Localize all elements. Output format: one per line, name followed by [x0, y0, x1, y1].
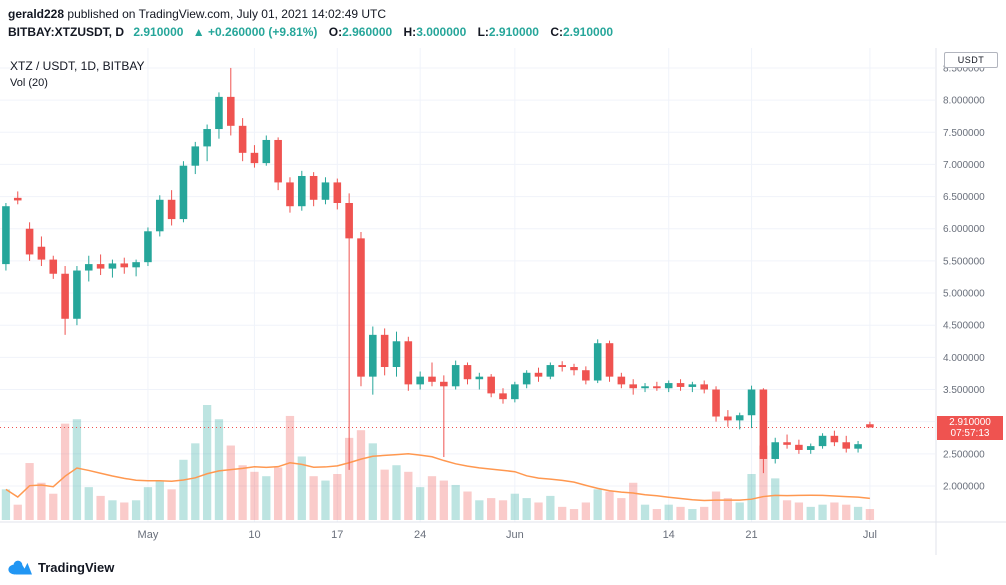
open-label: O: — [328, 25, 343, 39]
svg-text:5.500000: 5.500000 — [943, 256, 985, 267]
svg-text:Jun: Jun — [506, 529, 524, 541]
currency-badge: USDT — [944, 52, 998, 68]
time-axis-labels: May 10 17 24 Jun 14 21 Jul — [138, 529, 877, 541]
svg-text:3.500000: 3.500000 — [943, 385, 985, 396]
price-change: +0.260000 (+9.81%) — [208, 25, 318, 39]
publish-header: gerald228 published on TradingView.com, … — [0, 0, 1006, 39]
svg-text:2.000000: 2.000000 — [943, 481, 985, 492]
author-name: gerald228 — [8, 7, 65, 21]
current-price-badge: 2.910000 07:57:13 — [937, 416, 1003, 441]
up-arrow-icon: ▲ — [192, 25, 205, 39]
publish-line: gerald228 published on TradingView.com, … — [0, 0, 1006, 21]
volume-ma-line — [5, 452, 870, 502]
high-label: H: — [403, 25, 417, 39]
svg-text:2.500000: 2.500000 — [943, 449, 985, 460]
svg-text:6.500000: 6.500000 — [943, 192, 985, 203]
volume-indicator-label[interactable]: Vol (20) — [10, 77, 48, 89]
svg-text:17: 17 — [331, 529, 343, 541]
open-value: 2.960000 — [342, 25, 393, 39]
axis-lines — [0, 48, 1006, 555]
svg-text:May: May — [138, 529, 159, 541]
high-value: 3.000000 — [416, 25, 467, 39]
candle-countdown: 07:57:13 — [950, 428, 990, 440]
svg-text:14: 14 — [663, 529, 675, 541]
svg-text:24: 24 — [414, 529, 426, 541]
svg-text:Jul: Jul — [863, 529, 877, 541]
publish-info: published on TradingView.com, July 01, 2… — [67, 7, 387, 21]
low-value: 2.910000 — [488, 25, 539, 39]
tradingview-brand[interactable]: TradingView — [38, 559, 115, 575]
grid-lines — [0, 48, 935, 522]
svg-text:4.500000: 4.500000 — [943, 321, 985, 332]
svg-text:21: 21 — [745, 529, 757, 541]
price-chart-canvas[interactable]: 2.0000002.5000003.0000003.5000004.000000… — [0, 48, 1006, 555]
chart-legend-title[interactable]: XTZ / USDT, 1D, BITBAY — [10, 59, 145, 73]
footer: TradingView — [8, 553, 114, 581]
tradingview-logo-icon[interactable] — [8, 559, 32, 575]
svg-text:6.000000: 6.000000 — [943, 224, 985, 235]
close-label: C: — [550, 25, 563, 39]
svg-text:10: 10 — [248, 529, 260, 541]
chart-legend: XTZ / USDT, 1D, BITBAY Vol (20) — [10, 58, 144, 92]
svg-text:5.000000: 5.000000 — [943, 289, 985, 300]
svg-text:4.000000: 4.000000 — [943, 353, 985, 364]
svg-text:7.000000: 7.000000 — [943, 160, 985, 171]
svg-text:8.000000: 8.000000 — [943, 96, 985, 107]
volume-bars — [1, 405, 875, 520]
last-price: 2.910000 — [133, 25, 184, 39]
current-price-value: 2.910000 — [949, 417, 991, 429]
chart-area: 2.0000002.5000003.0000003.5000004.000000… — [0, 48, 1006, 555]
close-value: 2.910000 — [563, 25, 614, 39]
low-label: L: — [477, 25, 489, 39]
svg-text:8.500000: 8.500000 — [943, 63, 985, 74]
candles — [2, 67, 874, 474]
quote-line: BITBAY:XTZUSDT, D 2.910000 ▲ +0.260000 (… — [0, 21, 1006, 39]
price-axis-labels: 2.0000002.5000003.0000003.5000004.000000… — [943, 63, 985, 492]
symbol-interval: BITBAY:XTZUSDT, D — [8, 25, 125, 39]
svg-text:7.500000: 7.500000 — [943, 128, 985, 139]
